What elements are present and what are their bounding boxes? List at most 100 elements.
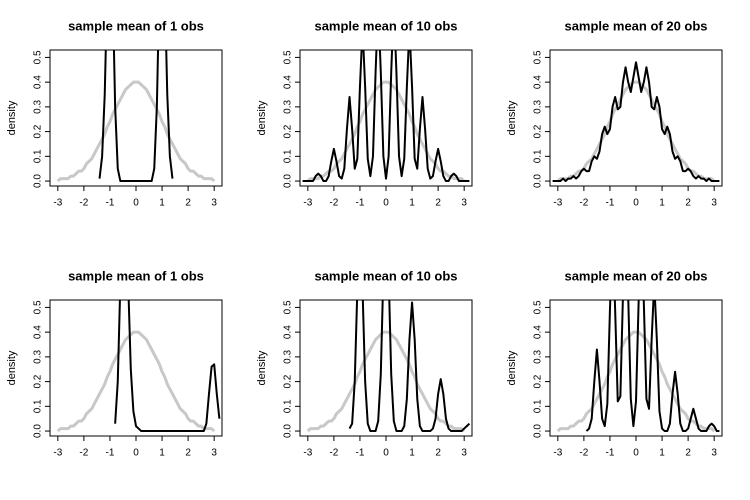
y-tick-label: 0.2 xyxy=(283,374,294,388)
density-line xyxy=(302,50,470,183)
y-tick-label: 0.3 xyxy=(283,349,294,363)
panel: sample mean of 10 obs density -3 -2 -1 0 1 2 3 0.… xyxy=(256,268,473,459)
x-tick-label: -1 xyxy=(105,448,114,459)
y-tick-label: 0.1 xyxy=(533,149,544,163)
y-tick-label: 0.1 xyxy=(283,399,294,413)
x-tick-label: -2 xyxy=(79,448,88,459)
x-tick-label: 1 xyxy=(409,448,415,459)
y-tick-label: 0.2 xyxy=(533,374,544,388)
panel: sample mean of 20 obs density -3 -2 -1 0 1 2 3 0.… xyxy=(506,268,723,459)
x-tick-label: 1 xyxy=(159,448,165,459)
x-tick-label: 1 xyxy=(659,198,665,209)
y-tick-label: 0.2 xyxy=(283,124,294,138)
y-tick-label: 0.1 xyxy=(533,399,544,413)
y-tick-label: 0.4 xyxy=(283,325,294,339)
x-tick-label: -2 xyxy=(579,448,588,459)
y-tick-label: 0.0 xyxy=(533,424,544,438)
density-line xyxy=(56,330,216,433)
y-tick-label: 0.0 xyxy=(33,174,44,188)
y-tick-label: 0.4 xyxy=(33,75,44,89)
panel: sample mean of 20 obs density -3 -2 -1 0 1 2 3 0.… xyxy=(506,18,723,209)
chart-title: sample mean of 10 obs xyxy=(314,268,457,283)
density-line xyxy=(114,300,221,433)
x-tick-label: -3 xyxy=(303,198,312,209)
x-tick-label: 3 xyxy=(211,448,217,459)
x-tick-label: 3 xyxy=(711,198,717,209)
y-tick-label: 0.3 xyxy=(533,349,544,363)
y-tick-label: 0.2 xyxy=(33,124,44,138)
y-tick-label: 0.2 xyxy=(33,374,44,388)
plot-frame xyxy=(299,299,473,437)
x-tick-label: -2 xyxy=(79,198,88,209)
x-tick-label: 2 xyxy=(185,448,191,459)
x-tick-label: 2 xyxy=(435,198,441,209)
y-tick-label: 0.5 xyxy=(533,50,544,64)
x-tick-label: 0 xyxy=(633,448,639,459)
chart-title: sample mean of 1 obs xyxy=(68,268,204,283)
panel: sample mean of 10 obs density -3 -2 -1 0 1 2 3 0.… xyxy=(256,18,473,209)
x-tick-label: -2 xyxy=(329,198,338,209)
panel: sample mean of 1 obs density -3 -2 -1 0 1 2 3 0.0… xyxy=(6,18,223,209)
x-tick-label: -2 xyxy=(579,198,588,209)
y-axis-label: density xyxy=(6,350,18,385)
x-tick-label: 0 xyxy=(383,448,389,459)
plot-frame xyxy=(549,49,723,187)
x-tick-label: -1 xyxy=(355,198,364,209)
x-tick-label: -1 xyxy=(605,198,614,209)
density-line xyxy=(585,300,720,433)
x-tick-label: 3 xyxy=(211,198,217,209)
chart-title: sample mean of 1 obs xyxy=(68,18,204,33)
y-tick-label: 0.3 xyxy=(533,99,544,113)
x-tick-label: 1 xyxy=(159,198,165,209)
y-axis-label: density xyxy=(256,100,268,135)
chart-title: sample mean of 10 obs xyxy=(314,18,457,33)
y-tick-label: 0.0 xyxy=(283,424,294,438)
density-line xyxy=(98,50,174,183)
y-tick-label: 0.0 xyxy=(283,174,294,188)
density-line xyxy=(348,300,471,433)
density-line xyxy=(56,80,216,183)
y-tick-label: 0.5 xyxy=(533,300,544,314)
x-tick-label: 2 xyxy=(185,198,191,209)
density-line xyxy=(556,330,716,433)
y-tick-label: 0.4 xyxy=(283,75,294,89)
x-tick-label: 0 xyxy=(383,198,389,209)
y-axis-label: density xyxy=(506,100,518,135)
x-tick-label: 0 xyxy=(133,448,139,459)
y-tick-label: 0.5 xyxy=(33,50,44,64)
y-tick-label: 0.5 xyxy=(283,300,294,314)
x-tick-label: 1 xyxy=(409,198,415,209)
y-tick-label: 0.1 xyxy=(33,399,44,413)
y-axis-label: density xyxy=(6,100,18,135)
y-tick-label: 0.4 xyxy=(533,325,544,339)
y-tick-label: 0.3 xyxy=(283,99,294,113)
density-line xyxy=(306,80,466,183)
x-tick-label: 0 xyxy=(633,198,639,209)
x-tick-label: 3 xyxy=(461,448,467,459)
plot-frame xyxy=(49,49,223,187)
y-axis-label: density xyxy=(506,350,518,385)
x-tick-label: -3 xyxy=(303,448,312,459)
y-tick-label: 0.5 xyxy=(283,50,294,64)
x-tick-label: 3 xyxy=(461,198,467,209)
y-tick-label: 0.4 xyxy=(533,75,544,89)
x-tick-label: -1 xyxy=(105,198,114,209)
y-tick-label: 0.1 xyxy=(33,149,44,163)
y-tick-label: 0.1 xyxy=(283,149,294,163)
plot-frame xyxy=(49,299,223,437)
x-tick-label: 2 xyxy=(685,448,691,459)
y-tick-label: 0.5 xyxy=(33,300,44,314)
chart-title: sample mean of 20 obs xyxy=(564,18,707,33)
x-tick-label: -3 xyxy=(53,198,62,209)
x-tick-label: 0 xyxy=(133,198,139,209)
y-tick-label: 0.0 xyxy=(533,174,544,188)
x-tick-label: 2 xyxy=(685,198,691,209)
x-tick-label: 2 xyxy=(435,448,441,459)
panel: sample mean of 1 obs density -3 -2 -1 0 1 2 3 0.0… xyxy=(6,268,223,459)
x-tick-label: -3 xyxy=(553,198,562,209)
x-tick-label: -3 xyxy=(553,448,562,459)
y-tick-label: 0.2 xyxy=(533,124,544,138)
plot-frame xyxy=(549,299,723,437)
density-line xyxy=(552,61,720,183)
